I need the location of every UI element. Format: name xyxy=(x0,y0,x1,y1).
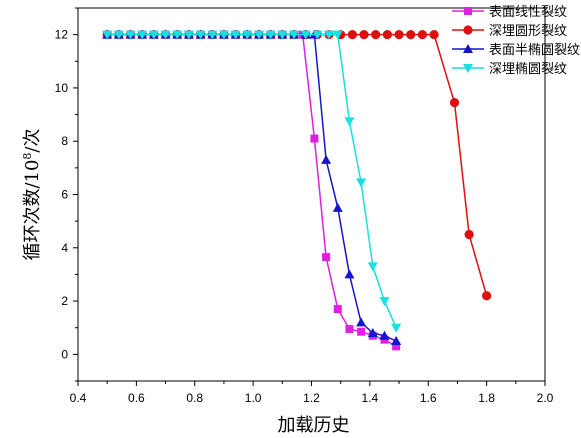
y-tick-label: 12 xyxy=(55,28,69,42)
legend-marker xyxy=(463,64,473,73)
data-point xyxy=(300,30,311,40)
x-tick-label: 0.8 xyxy=(186,391,203,405)
data-point xyxy=(172,30,183,40)
data-point xyxy=(356,317,367,327)
series-3 xyxy=(102,29,402,346)
legend-item: 表面半椭圆裂纹 xyxy=(452,42,580,58)
data-point xyxy=(391,323,402,333)
data-point xyxy=(449,97,460,108)
y-tick-label: 4 xyxy=(61,241,68,255)
data-point xyxy=(391,336,402,346)
legend-label: 表面线性裂纹 xyxy=(489,5,567,20)
legend-label: 深埋圆形裂纹 xyxy=(489,24,567,39)
series-line xyxy=(107,33,488,296)
data-point xyxy=(288,30,299,40)
legend-item: 深埋椭圆裂纹 xyxy=(452,61,567,77)
data-point xyxy=(324,30,335,40)
data-point xyxy=(417,30,428,40)
data-point xyxy=(137,30,148,40)
data-point xyxy=(312,30,323,40)
x-tick-label: 2.0 xyxy=(537,391,554,405)
x-tick-label: 1.4 xyxy=(362,391,379,405)
x-tick-label: 0.6 xyxy=(128,391,145,405)
legend-marker xyxy=(463,44,473,53)
plot-border xyxy=(77,7,546,382)
data-point xyxy=(367,328,378,338)
data-point xyxy=(102,30,113,40)
data-point xyxy=(344,269,355,279)
data-point xyxy=(333,305,342,314)
data-point xyxy=(321,154,332,164)
legend-item: 深埋圆形裂纹 xyxy=(452,24,567,39)
y-axis: 0 2 4 6 8 10 12 xyxy=(55,7,78,382)
data-point xyxy=(310,134,319,143)
y-axis-title-unit: /次 xyxy=(22,128,43,152)
series-2 xyxy=(102,30,492,301)
y-tick-label: 10 xyxy=(55,81,69,95)
data-point xyxy=(347,30,357,40)
data-point xyxy=(230,30,241,40)
data-point xyxy=(277,30,288,40)
series-line xyxy=(107,33,397,342)
plot-area xyxy=(77,7,546,382)
x-tick-label: 1.8 xyxy=(478,391,495,405)
data-point xyxy=(183,30,194,40)
data-point xyxy=(148,30,159,40)
data-point xyxy=(367,262,378,272)
series-line xyxy=(107,33,397,328)
data-point xyxy=(429,30,439,40)
data-point xyxy=(207,30,218,40)
legend-item: 表面线性裂纹 xyxy=(452,5,567,20)
data-point xyxy=(379,330,390,340)
series-layer xyxy=(102,29,492,351)
series-line xyxy=(107,33,397,348)
data-point xyxy=(242,30,253,40)
legend-label: 表面半椭圆裂纹 xyxy=(489,42,580,58)
y-tick-label: 8 xyxy=(61,134,68,148)
data-point xyxy=(332,202,343,212)
data-point xyxy=(332,30,343,40)
x-tick-label: 1.2 xyxy=(303,391,320,405)
data-point xyxy=(357,327,366,336)
data-point xyxy=(482,291,492,301)
y-axis-title-exponent: 8 xyxy=(21,153,34,160)
data-point xyxy=(113,30,124,40)
data-point xyxy=(160,30,171,40)
y-tick-label: 2 xyxy=(61,294,68,308)
x-tick-label: 1.0 xyxy=(245,391,262,405)
data-point xyxy=(253,30,264,40)
data-point xyxy=(344,117,355,127)
data-point xyxy=(371,30,381,40)
data-point xyxy=(464,229,474,240)
legend-label: 深埋椭圆裂纹 xyxy=(489,61,567,77)
x-tick-label: 1.6 xyxy=(420,391,437,405)
x-tick-label: 0.4 xyxy=(70,391,87,405)
y-tick-label: 6 xyxy=(61,188,68,202)
data-point xyxy=(195,30,206,40)
series-4 xyxy=(102,30,402,333)
data-point xyxy=(359,30,369,40)
data-point xyxy=(265,30,276,40)
data-point xyxy=(394,30,404,40)
data-point xyxy=(125,30,136,40)
legend-marker xyxy=(463,25,473,35)
data-point xyxy=(379,297,390,307)
y-axis-title-main: 循环次数/10 xyxy=(22,160,43,261)
data-point xyxy=(356,178,367,188)
y-tick-label: 0 xyxy=(61,347,68,361)
data-point xyxy=(406,30,416,40)
data-point xyxy=(322,253,331,262)
y-axis-title: 循环次数/108/次 xyxy=(21,128,43,260)
legend-marker xyxy=(464,7,472,15)
x-axis: 0.4 0.6 0.8 1.0 1.2 1.4 1.6 1.8 2.0 xyxy=(70,381,554,405)
data-point xyxy=(392,342,401,351)
x-axis-title: 加载历史 xyxy=(278,415,350,436)
data-point xyxy=(345,325,354,334)
data-point xyxy=(218,30,229,40)
data-point xyxy=(382,30,392,40)
